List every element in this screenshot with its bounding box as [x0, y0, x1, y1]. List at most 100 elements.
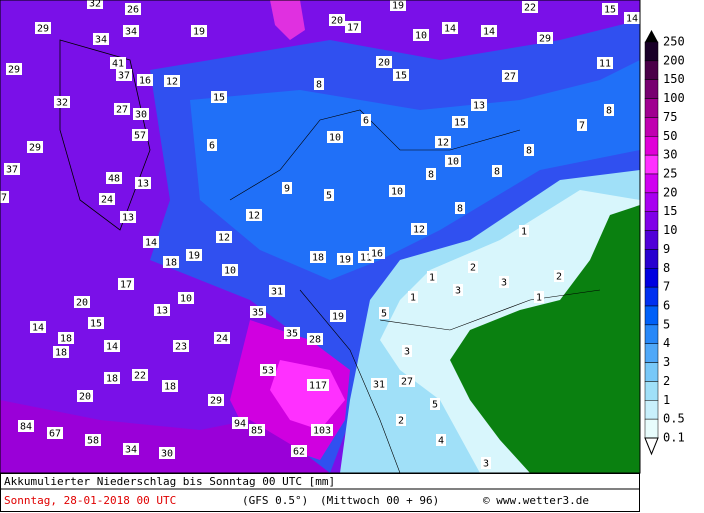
map-value: 1 [536, 293, 542, 304]
map-value: 19 [188, 251, 200, 262]
label-box [35, 22, 51, 34]
map-value: 29 [539, 34, 551, 45]
map-value: 34 [125, 27, 137, 38]
map-value: 48 [108, 174, 120, 185]
label-box [104, 372, 120, 384]
legend-swatch [644, 154, 659, 175]
label-box [426, 168, 436, 180]
label-box [524, 144, 534, 156]
map-value: 62 [293, 447, 305, 458]
legend-label: 6 [663, 299, 670, 313]
map-value: 15 [395, 71, 407, 82]
map-value: 16 [139, 76, 151, 87]
map-value: 1 [521, 227, 527, 238]
label-box [232, 417, 248, 429]
map-value: 12 [166, 77, 178, 88]
legend-swatch [644, 173, 659, 194]
label-box [390, 0, 406, 11]
map-value: 17 [120, 280, 132, 291]
label-box [436, 434, 446, 446]
label-box [260, 364, 276, 376]
map-value: 8 [457, 204, 463, 215]
map-value: 14 [145, 238, 157, 249]
label-box [30, 321, 46, 333]
label-box [624, 12, 640, 24]
label-box [47, 427, 63, 439]
map [0, 0, 640, 474]
label-box [178, 292, 194, 304]
map-value: 57 [134, 131, 146, 142]
legend-swatch [644, 286, 659, 307]
label-box [125, 3, 141, 15]
map-value: 10 [224, 266, 236, 277]
map-value: 6 [209, 141, 215, 152]
map-value: 17 [347, 23, 359, 34]
map-value: 28 [309, 335, 321, 346]
label-box [173, 340, 189, 352]
label-box [310, 251, 326, 263]
label-box [435, 136, 451, 148]
label-box [337, 253, 353, 265]
label-box [249, 424, 265, 436]
map-value: 37 [118, 71, 130, 82]
label-box [216, 231, 232, 243]
map-value: 6 [363, 116, 369, 127]
label-box [58, 332, 74, 344]
map-value: 13 [122, 213, 134, 224]
map-value: 14 [483, 27, 495, 38]
legend-bottom-arrow [644, 437, 659, 456]
legend-swatch [644, 400, 659, 420]
label-box [133, 108, 149, 120]
map-value: 20 [79, 392, 91, 403]
legend-swatch [644, 324, 659, 344]
legend-label: 150 [663, 72, 685, 86]
legend-swatch [644, 117, 659, 137]
label-box [522, 1, 538, 13]
caption-date: Sonntag, 28-01-2018 00 UTC [4, 494, 176, 507]
map-value: 35 [286, 329, 298, 340]
map-value: 8 [428, 170, 434, 181]
map-value: 2 [556, 272, 562, 283]
map-value: 14 [626, 14, 638, 25]
legend-swatch [644, 60, 659, 80]
label-box [314, 78, 324, 90]
label-box [481, 457, 491, 469]
label-box [246, 209, 262, 221]
label-box [393, 69, 409, 81]
precip-pink [270, 360, 345, 430]
label-box [74, 296, 90, 308]
label-box [379, 307, 389, 319]
legend-label: 0.5 [663, 412, 685, 426]
map-value: 13 [137, 179, 149, 190]
label-box [455, 202, 465, 214]
label-box [0, 191, 9, 203]
map-value: 20 [378, 58, 390, 69]
precip-violet [0, 400, 330, 473]
map-value: 94 [234, 419, 246, 430]
label-box [604, 104, 614, 116]
label-box [577, 119, 587, 131]
legend-swatch [644, 136, 659, 156]
label-box [186, 249, 202, 261]
map-value: 85 [251, 426, 263, 437]
label-box [18, 420, 34, 432]
legend-swatch [644, 268, 659, 288]
legend-label: 0.1 [663, 431, 685, 445]
map-value: 18 [312, 253, 324, 264]
label-box [135, 177, 151, 189]
map-value: 15 [90, 319, 102, 330]
map-value: 12 [413, 225, 425, 236]
map-value: 10 [391, 187, 403, 198]
legend-label: 10 [663, 223, 677, 237]
map-value: 7 [1, 193, 7, 204]
label-box [88, 317, 104, 329]
label-box [110, 57, 126, 69]
label-box [123, 443, 139, 455]
map-value: 12 [437, 138, 449, 149]
label-box [291, 445, 307, 457]
caption-run: (Mittwoch 00 + 96) [320, 494, 439, 507]
map-value: 27 [116, 105, 128, 116]
map-value: 34 [95, 35, 107, 46]
map-value: 31 [271, 287, 283, 298]
